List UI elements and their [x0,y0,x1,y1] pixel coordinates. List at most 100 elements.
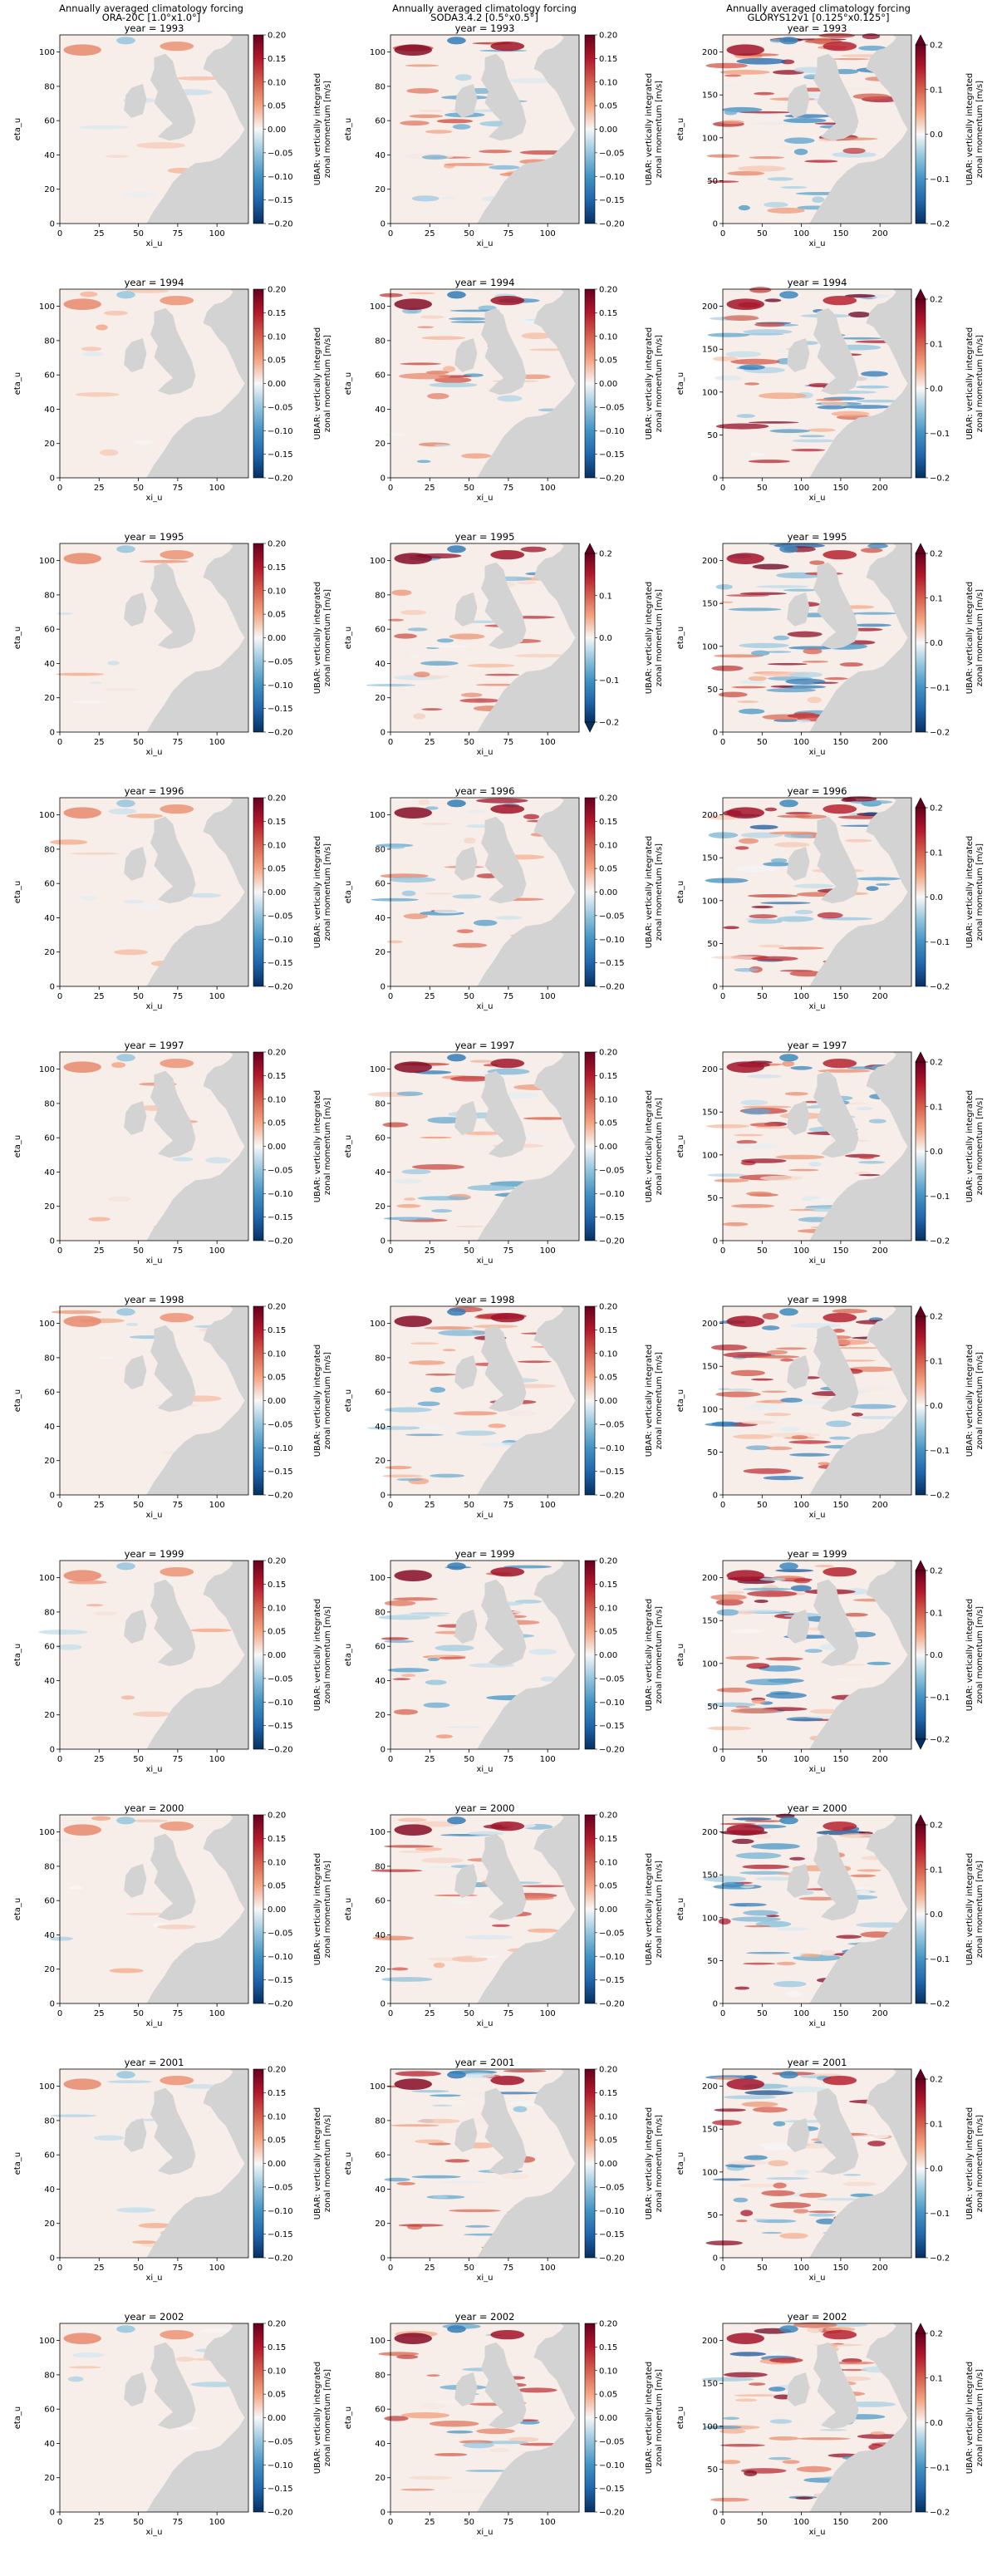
x-tick-label: 100 [209,1501,225,1510]
anomaly-streak [422,645,470,648]
colorbar-tick-label: −0.05 [268,912,293,921]
x-tick-label: 50 [464,2009,474,2018]
anomaly-streak [71,701,107,704]
anomaly-streak [464,1131,502,1135]
anomaly-streak [754,322,785,327]
y-tick-label: 0 [381,2509,386,2518]
x-tick-label: 100 [540,2264,556,2273]
y-tick-label: 80 [44,591,55,600]
anomaly-streak [384,2177,410,2182]
anomaly-streak [842,147,866,155]
y-tick-label: 60 [44,1897,55,1906]
colorbar-tick-label: −0.15 [268,2230,293,2239]
colorbar-label-line-0: UBAR: vertically integrated [965,1090,975,1203]
anomaly-streak [735,2220,748,2223]
x-axis-label: xi_u [808,239,825,248]
y-axis-label: eta_u [13,1898,22,1921]
x-tick-label: 50 [464,738,474,747]
anomaly-streak [766,1446,793,1451]
colorbar-tick-label: −0.1 [930,1694,950,1703]
colorbar-tick-label: 0.10 [268,841,286,850]
x-axis-label: xi_u [476,2528,493,2537]
column-title-0-line-0: Annually averaged climatology forcing [59,2,243,14]
anomaly-streak [103,310,129,316]
anomaly-streak [759,1175,803,1181]
y-axis-label: eta_u [13,1135,22,1158]
anomaly-streak [710,2497,749,2502]
panel-title: year = 2001 [788,2057,847,2068]
anomaly-streak [424,1326,474,1330]
colorbar-label-line-1: zonal momentum [m/s] [975,589,985,686]
colorbar-tick-label: 0.00 [268,2414,286,2423]
norway-land [560,2069,579,2075]
anomaly-streak [742,1864,790,1870]
colorbar-label-line-0: UBAR: vertically integrated [645,1599,654,1712]
y-tick-label: 0 [381,1237,386,1246]
y-tick-label: 40 [375,2185,386,2195]
anomaly-streak [464,837,476,844]
x-tick-label: 0 [720,738,725,747]
x-tick-label: 50 [133,1501,144,1510]
colorbar-tick-label: 0.0 [930,1148,943,1157]
anomaly-streak [444,163,494,166]
anomaly-streak [116,2325,135,2333]
ireland-land [124,1864,147,1898]
y-axis-label: eta_u [676,118,685,141]
x-tick-label: 75 [173,992,184,1001]
continent-land [809,1306,911,1495]
anomaly-streak [421,708,443,711]
x-axis-label: xi_u [145,2019,162,2028]
y-tick-label: 100 [370,48,386,57]
y-tick-label: 0 [381,220,386,229]
norway-land [560,35,579,41]
colorbar-tick-label: −0.2 [930,474,950,484]
anomaly-streak [808,2213,835,2217]
anomaly-streak [829,1436,851,1440]
anomaly-streak [808,2210,837,2214]
y-tick-label: 40 [44,660,55,669]
anomaly-streak [764,651,792,653]
anomaly-streak [744,382,759,386]
anomaly-streak [391,589,412,596]
y-tick-label: 100 [370,1574,386,1583]
colorbar-tick-label: 0.20 [268,540,286,549]
anomaly-streak [425,1373,457,1376]
anomaly-streak [823,1312,857,1323]
anomaly-streak [777,916,814,922]
y-tick-label: 20 [375,1711,386,1720]
anomaly-streak [829,2361,875,2365]
anomaly-streak [851,1631,877,1638]
colorbar-extend-min [915,1738,926,1750]
anomaly-streak [861,371,888,377]
anomaly-streak [160,2075,194,2086]
y-axis-label: eta_u [13,2152,22,2175]
anomaly-streak [183,2084,219,2089]
anomaly-streak [744,1679,794,1686]
colorbar-label-line-0: UBAR: vertically integrated [645,2362,654,2475]
colorbar-tick-label: 0.15 [268,1072,286,1081]
colorbar-tick-label: −0.2 [599,719,619,728]
colorbar-tick-label: 0.0 [930,385,943,394]
colorbar-label-line-1: zonal momentum [m/s] [655,2369,664,2466]
y-tick-label: 40 [375,1677,386,1686]
anomaly-streak [779,1308,798,1316]
colorbar-tick-label: −0.05 [268,1674,293,1684]
colorbar-tick-label: −0.2 [930,1492,950,1501]
anomaly-streak [473,919,498,927]
anomaly-streak [396,2354,419,2359]
colorbar-tick-label: 0.1 [930,86,943,95]
continent-land [477,289,579,478]
continent-land [809,2069,911,2258]
y-tick-label: 80 [375,82,386,91]
ireland-land [787,1864,810,1898]
ireland-land [787,84,810,118]
y-tick-label: 60 [375,1643,386,1652]
anomaly-streak [705,2240,743,2246]
britain-land [150,1579,196,1667]
anomaly-streak [105,155,129,158]
